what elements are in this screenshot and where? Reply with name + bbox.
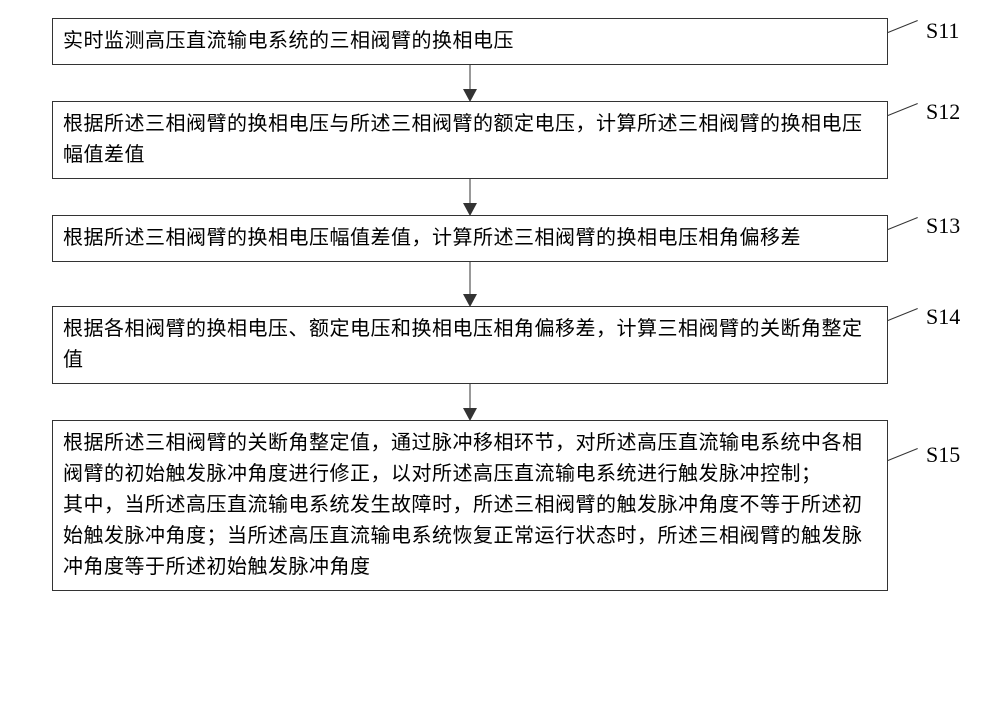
step-label: S11	[926, 18, 959, 44]
arrow-shaft	[470, 179, 471, 204]
step-box: 根据所述三相阀臂的换相电压幅值差值，计算所述三相阀臂的换相电压相角偏移差	[52, 215, 888, 262]
label-lead-line	[888, 448, 918, 461]
step-label: S14	[926, 304, 960, 330]
arrow-body	[460, 179, 480, 215]
label-lead-line	[888, 20, 918, 33]
step-label: S15	[926, 442, 960, 468]
step-s12: 根据所述三相阀臂的换相电压与所述三相阀臂的额定电压，计算所述三相阀臂的换相电压幅…	[52, 101, 1000, 179]
arrow-shaft	[470, 262, 471, 295]
arrow-body	[460, 384, 480, 420]
flowchart-container: 实时监测高压直流输电系统的三相阀臂的换相电压 S11 根据所述三相阀臂的换相电压与所…	[0, 0, 1000, 591]
arrow-shaft	[470, 65, 471, 90]
step-s15: 根据所述三相阀臂的关断角整定值，通过脉冲移相环节，对所述高压直流输电系统中各相阀…	[52, 420, 1000, 591]
step-s14: 根据各相阀臂的换相电压、额定电压和换相电压相角偏移差，计算三相阀臂的关断角整定值…	[52, 306, 1000, 384]
step-box: 根据各相阀臂的换相电压、额定电压和换相电压相角偏移差，计算三相阀臂的关断角整定值	[52, 306, 888, 384]
step-box: 根据所述三相阀臂的关断角整定值，通过脉冲移相环节，对所述高压直流输电系统中各相阀…	[52, 420, 888, 591]
label-lead-line	[888, 103, 918, 116]
arrow-down	[52, 65, 888, 101]
arrow-shaft	[470, 384, 471, 409]
arrow-down	[52, 179, 888, 215]
step-box: 根据所述三相阀臂的换相电压与所述三相阀臂的额定电压，计算所述三相阀臂的换相电压幅…	[52, 101, 888, 179]
arrow-down	[52, 384, 888, 420]
step-s11: 实时监测高压直流输电系统的三相阀臂的换相电压 S11	[52, 18, 1000, 65]
arrow-body	[460, 65, 480, 101]
arrow-body	[460, 262, 480, 306]
label-lead-line	[888, 217, 918, 230]
step-box: 实时监测高压直流输电系统的三相阀臂的换相电压	[52, 18, 888, 65]
step-s13: 根据所述三相阀臂的换相电压幅值差值，计算所述三相阀臂的换相电压相角偏移差 S13	[52, 215, 1000, 262]
arrow-down	[52, 262, 888, 306]
label-lead-line	[888, 308, 918, 321]
step-label: S12	[926, 99, 960, 125]
step-label: S13	[926, 213, 960, 239]
